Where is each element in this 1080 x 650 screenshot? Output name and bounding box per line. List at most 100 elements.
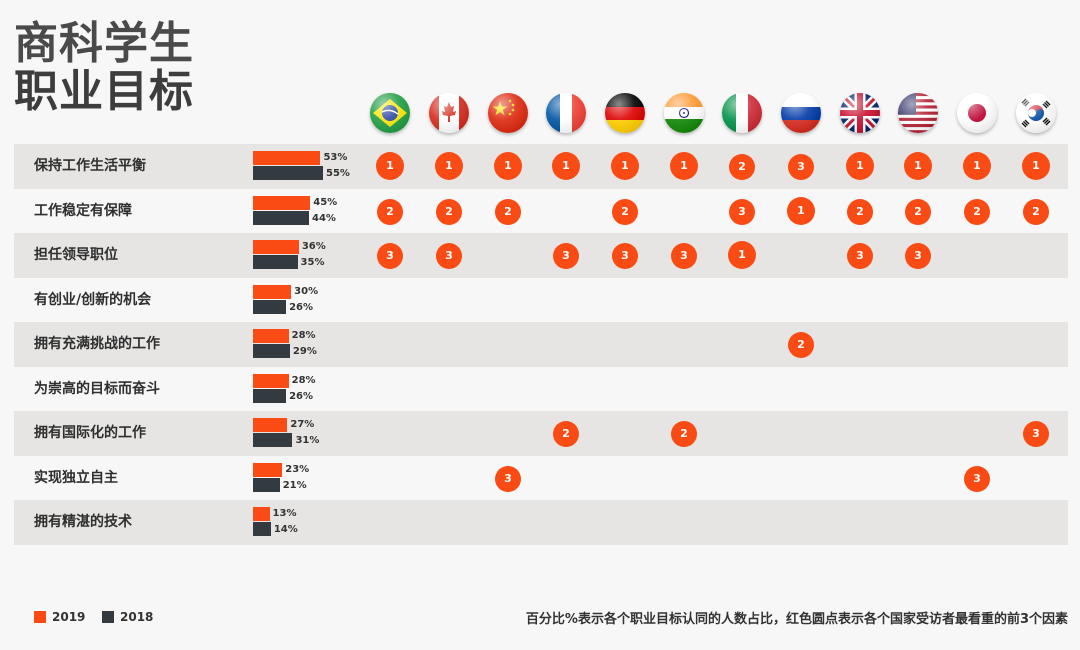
chart-row: 担任领导职位 36% 35% 3 3 3 3 3 1 3 3 [14, 233, 1068, 278]
bar-2019 [253, 240, 299, 254]
rank-dot: 1 [904, 152, 932, 180]
japan-flag-icon [957, 93, 997, 133]
category-label: 担任领导职位 [34, 247, 118, 263]
data-label-2018: 14% [273, 524, 298, 535]
title-line-1: 商科学生 [14, 18, 194, 69]
category-label: 实现独立自主 [34, 469, 118, 486]
rank-dot: 1 [552, 152, 580, 180]
category-label: 工作稳定有保障 [34, 202, 132, 219]
rank-dot: 1 [494, 152, 522, 180]
bar-2019 [253, 284, 292, 299]
category-label: 拥有精湛的技术 [34, 514, 132, 530]
rank-dot: 3 [964, 465, 990, 492]
data-label-2018: 29% [292, 346, 317, 357]
data-label-2019: 28% [291, 330, 316, 341]
russia-flag-icon [781, 93, 821, 133]
rank-dot: 2 [612, 198, 638, 225]
bar-2018 [253, 210, 309, 225]
chart-row: 有创业/创新的机会 30% 26% [14, 278, 1068, 323]
data-label-2018: 26% [289, 301, 314, 313]
rank-dot: 3 [553, 243, 579, 269]
rank-dot: 3 [1023, 421, 1049, 447]
china-flag-icon [488, 93, 528, 133]
usa-flag-icon [898, 93, 938, 133]
rank-dot: 3 [612, 243, 638, 269]
data-label-2019: 53% [323, 152, 348, 163]
south-korea-flag-icon-art [1016, 93, 1056, 133]
rank-dot: 1 [376, 152, 404, 180]
chart-row: 拥有充满挑战的工作 28% 29% 2 [14, 322, 1068, 367]
chart-row: 保持工作生活平衡 53% 55% 1 1 1 1 1 1 2 3 1 1 1 1 [14, 144, 1068, 189]
rank-dot: 1 [728, 241, 756, 269]
footnote: 百分比%表示各个职业目标认同的人数占比，红色圆点表示各个国家受访者最看重的前3个… [525, 612, 1068, 627]
rank-dot: 2 [788, 332, 814, 358]
brazil-flag-icon [370, 93, 410, 133]
bar-2018 [253, 166, 323, 180]
data-label-2019: 45% [313, 196, 338, 208]
chart-row: 实现独立自主 23% 21% 3 3 [14, 456, 1068, 501]
bar-2018 [253, 477, 280, 492]
bar-2019 [253, 373, 289, 388]
data-label-2018: 35% [300, 257, 325, 268]
italy-flag-icon-art [722, 93, 762, 133]
bar-2018 [253, 344, 290, 358]
rank-dot: 1 [611, 152, 639, 180]
title-line-2: 职业目标 [14, 66, 194, 117]
data-label-2018: 31% [295, 435, 320, 446]
legend-item-2018: 2018 [102, 610, 153, 624]
data-label-2018: 21% [282, 479, 307, 491]
rank-dot: 1 [846, 152, 874, 180]
data-label-2019: 13% [272, 508, 297, 519]
chart-row: 拥有国际化的工作 27% 31% 2 2 3 [14, 411, 1068, 456]
india-flag-icon-art [664, 93, 704, 133]
rank-dot: 3 [436, 243, 462, 269]
bar-2018 [253, 255, 298, 269]
germany-flag-icon [605, 93, 645, 133]
category-label: 为崇高的目标而奋斗 [34, 380, 160, 397]
rank-dot: 3 [729, 198, 755, 225]
bar-2019 [253, 195, 311, 210]
japan-flag-icon-art [957, 93, 997, 133]
rank-dot: 3 [495, 465, 521, 492]
russia-flag-icon-art [781, 93, 821, 133]
france-flag-icon-art [546, 93, 586, 133]
rank-dot: 2 [847, 198, 873, 225]
chart-row: 工作稳定有保障 45% 44% 2 2 2 2 3 1 2 2 2 2 [14, 189, 1068, 234]
bar-2019 [253, 418, 288, 432]
data-label-2019: 23% [285, 463, 310, 475]
rank-dot: 2 [1023, 198, 1049, 225]
legend-label-2019: 2019 [52, 610, 86, 624]
rank-dot: 1 [1022, 152, 1050, 180]
canada-flag-icon-art [429, 93, 469, 133]
rank-dot: 3 [788, 154, 814, 180]
rank-dot: 3 [847, 243, 873, 269]
category-label: 拥有国际化的工作 [34, 425, 146, 441]
usa-flag-icon-art [898, 93, 938, 133]
india-flag-icon [664, 93, 704, 133]
data-label-2019: 30% [294, 285, 319, 297]
data-label-2019: 27% [290, 419, 315, 430]
chart-row: 拥有精湛的技术 13% 14% [14, 500, 1068, 545]
rank-dot: 1 [963, 152, 991, 180]
legend-label-2018: 2018 [120, 610, 154, 624]
category-label: 保持工作生活平衡 [34, 158, 146, 174]
rank-dot: 2 [377, 198, 403, 225]
rank-dot: 2 [495, 198, 521, 225]
data-label-2018: 44% [312, 212, 336, 224]
legend-swatch-2019 [34, 611, 46, 623]
chart-row: 为崇高的目标而奋斗 28% 26% [14, 367, 1068, 412]
page-title: 商科学生 职业目标 [14, 20, 194, 116]
rank-dot: 2 [671, 421, 697, 447]
canada-flag-icon [429, 93, 469, 133]
bar-2019 [253, 329, 289, 343]
chart-rows: 保持工作生活平衡 53% 55% 1 1 1 1 1 1 2 3 1 1 1 1 工作稳定有保障 45% 44% 2… [14, 144, 1068, 545]
italy-flag-icon [722, 93, 762, 133]
rank-dot: 3 [671, 243, 697, 269]
rank-dot: 1 [435, 152, 463, 180]
data-label-2019: 28% [291, 374, 316, 386]
bar-2019 [253, 462, 283, 477]
data-label-2019: 36% [301, 241, 326, 252]
rank-dot: 2 [905, 198, 931, 225]
brazil-flag-icon-art [370, 93, 410, 133]
france-flag-icon [546, 93, 586, 133]
